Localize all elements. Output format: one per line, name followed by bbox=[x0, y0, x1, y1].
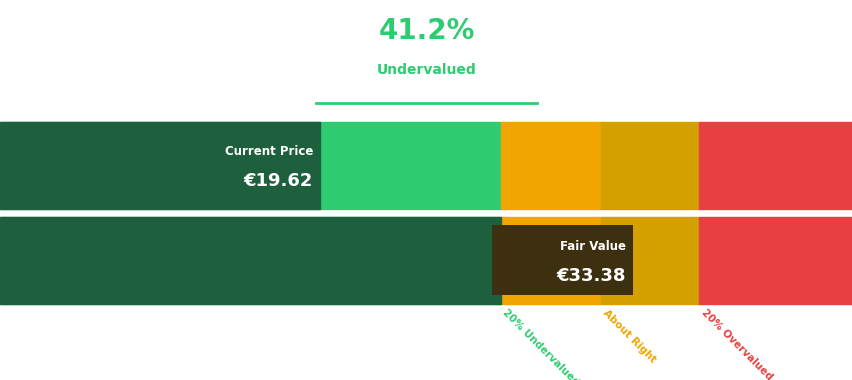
Text: Fair Value: Fair Value bbox=[560, 240, 625, 253]
Bar bbox=[0, 122, 320, 209]
Bar bbox=[601, 217, 699, 304]
Text: 41.2%: 41.2% bbox=[378, 17, 474, 45]
Bar bbox=[601, 122, 699, 209]
Text: 20% Undervalued: 20% Undervalued bbox=[500, 308, 580, 380]
Text: About Right: About Right bbox=[601, 308, 658, 364]
Bar bbox=[500, 217, 601, 304]
Text: €19.62: €19.62 bbox=[244, 172, 313, 190]
Text: 20% Overvalued: 20% Overvalued bbox=[699, 308, 774, 380]
Bar bbox=[699, 122, 852, 209]
Bar bbox=[0, 217, 500, 304]
Text: Undervalued: Undervalued bbox=[377, 63, 475, 77]
Text: Current Price: Current Price bbox=[224, 145, 313, 158]
Bar bbox=[119, 131, 320, 200]
Bar bbox=[492, 225, 632, 295]
Text: €33.38: €33.38 bbox=[556, 266, 625, 285]
Bar bbox=[0, 122, 500, 209]
Bar bbox=[699, 217, 852, 304]
Bar bbox=[500, 122, 601, 209]
Bar bbox=[0, 217, 500, 304]
